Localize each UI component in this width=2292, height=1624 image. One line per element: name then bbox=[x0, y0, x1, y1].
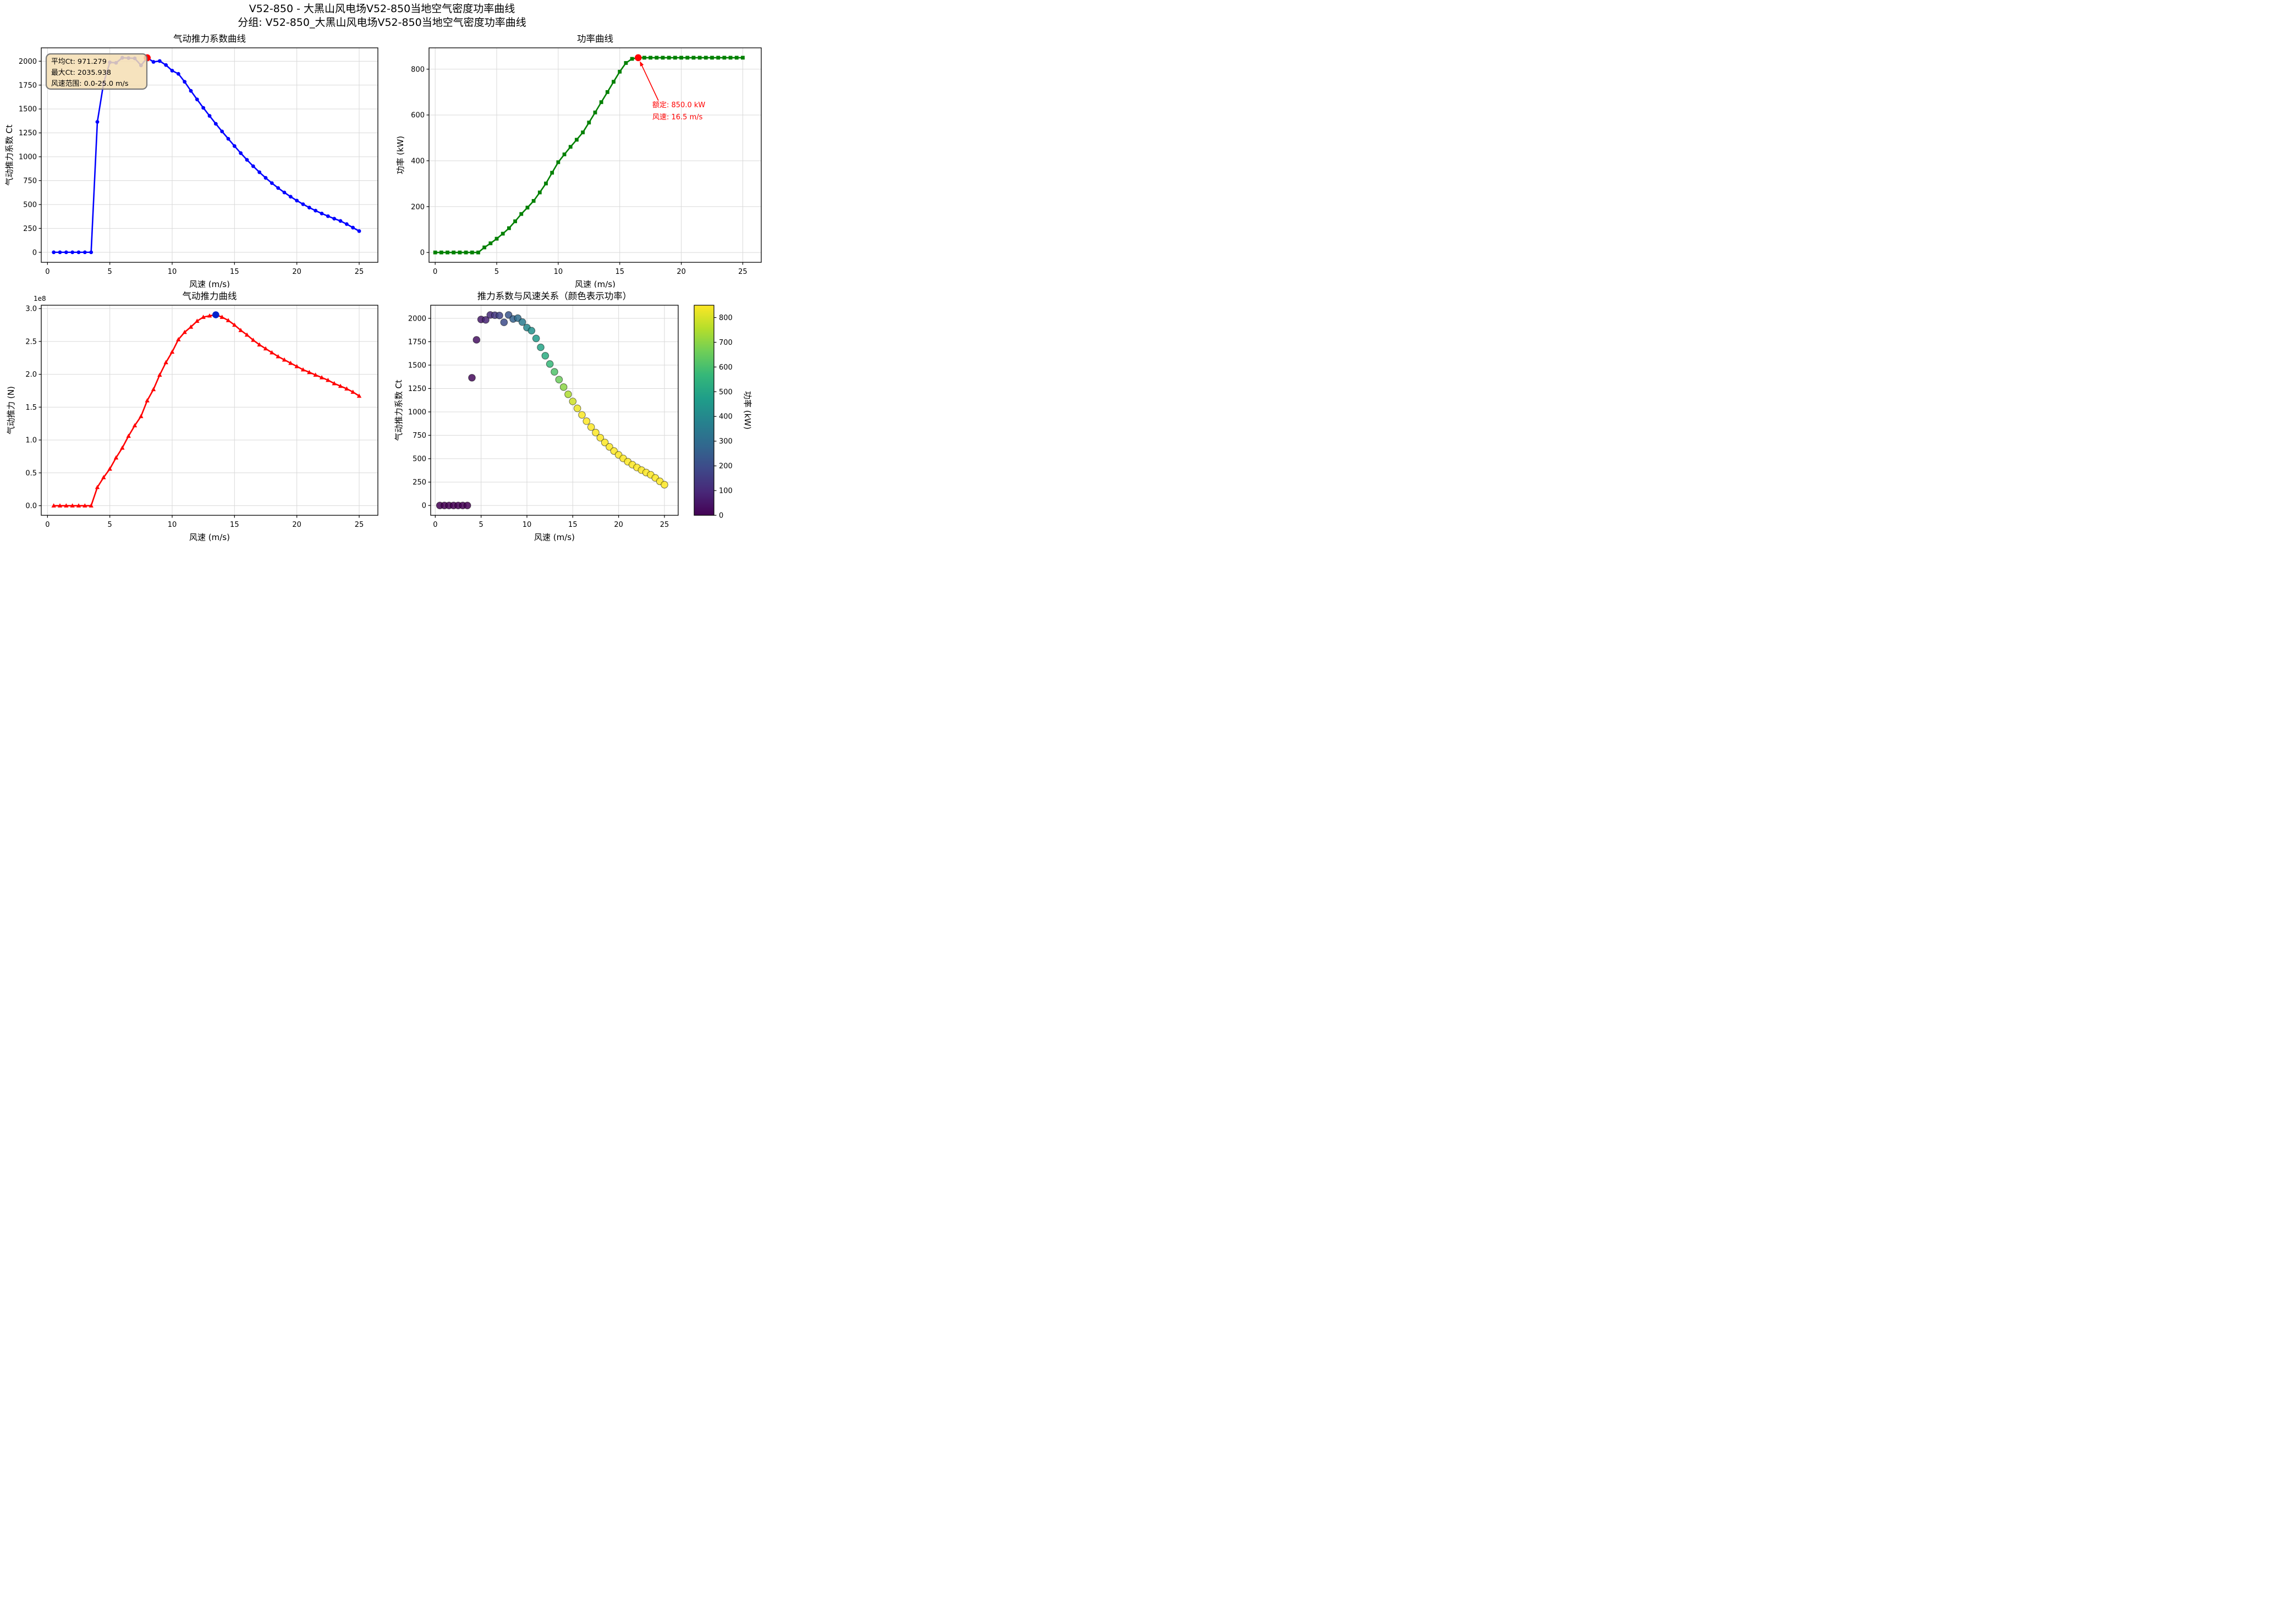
suptitle-line1: V52-850 - 大黑山风电场V52-850当地空气密度功率曲线 bbox=[249, 3, 515, 15]
svg-text:1250: 1250 bbox=[408, 385, 426, 393]
svg-text:0: 0 bbox=[32, 249, 37, 257]
svg-text:600: 600 bbox=[719, 364, 733, 372]
svg-text:10: 10 bbox=[168, 268, 177, 276]
svg-text:0: 0 bbox=[433, 521, 437, 529]
svg-text:250: 250 bbox=[413, 478, 426, 487]
svg-text:700: 700 bbox=[719, 339, 733, 347]
svg-text:15: 15 bbox=[230, 521, 239, 529]
svg-text:1750: 1750 bbox=[408, 338, 426, 346]
svg-text:功率 (kW): 功率 (kW) bbox=[395, 136, 405, 174]
svg-text:100: 100 bbox=[719, 487, 733, 496]
svg-text:风速范围: 0.0-25.0 m/s: 风速范围: 0.0-25.0 m/s bbox=[51, 80, 129, 88]
svg-text:20: 20 bbox=[292, 521, 301, 529]
svg-text:20: 20 bbox=[292, 268, 301, 276]
svg-text:3.0: 3.0 bbox=[25, 305, 37, 313]
svg-text:2.5: 2.5 bbox=[25, 338, 37, 346]
svg-text:0: 0 bbox=[433, 268, 437, 276]
svg-text:最大Ct: 2035.938: 最大Ct: 2035.938 bbox=[51, 69, 111, 77]
svg-text:5: 5 bbox=[108, 521, 112, 529]
svg-text:2.0: 2.0 bbox=[25, 371, 37, 379]
svg-text:750: 750 bbox=[413, 432, 426, 440]
svg-text:0: 0 bbox=[719, 512, 723, 520]
svg-text:800: 800 bbox=[719, 314, 733, 322]
svg-text:600: 600 bbox=[411, 112, 425, 120]
svg-text:风速 (m/s): 风速 (m/s) bbox=[575, 279, 615, 288]
svg-text:气动推力曲线: 气动推力曲线 bbox=[183, 291, 237, 301]
svg-text:500: 500 bbox=[719, 388, 733, 397]
svg-text:风速 (m/s): 风速 (m/s) bbox=[189, 279, 230, 288]
svg-text:1750: 1750 bbox=[19, 81, 37, 90]
svg-text:10: 10 bbox=[168, 521, 177, 529]
svg-text:400: 400 bbox=[411, 157, 425, 166]
svg-text:1000: 1000 bbox=[19, 153, 37, 162]
svg-text:20: 20 bbox=[614, 521, 623, 529]
figure-suptitle: V52-850 - 大黑山风电场V52-850当地空气密度功率曲线 分组: V5… bbox=[0, 2, 764, 30]
svg-text:风速 (m/s): 风速 (m/s) bbox=[189, 532, 230, 541]
thrust-curve-chart: 0 5 10 15 20 25 0.0 0.5 1.0 1.5 2.0 2.5 3.0 气动推力曲线风速 … bbox=[6, 291, 378, 541]
svg-text:气动推力系数曲线: 气动推力系数曲线 bbox=[173, 34, 246, 44]
svg-text:10: 10 bbox=[523, 521, 532, 529]
svg-text:0: 0 bbox=[420, 249, 425, 257]
svg-text:0: 0 bbox=[422, 502, 426, 510]
svg-text:25: 25 bbox=[355, 521, 364, 529]
svg-text:2000: 2000 bbox=[408, 315, 426, 323]
ct-curve-chart: 0 5 10 15 20 25025050075010001250150017502000… bbox=[4, 34, 378, 288]
svg-text:平均Ct: 971.279: 平均Ct: 971.279 bbox=[51, 58, 107, 66]
svg-text:功率 (kW): 功率 (kW) bbox=[743, 391, 752, 430]
svg-text:15: 15 bbox=[568, 521, 578, 529]
svg-text:25: 25 bbox=[355, 268, 364, 276]
svg-text:800: 800 bbox=[411, 65, 425, 74]
svg-text:风速: 16.5 m/s: 风速: 16.5 m/s bbox=[652, 113, 703, 122]
svg-text:15: 15 bbox=[230, 268, 239, 276]
svg-text:风速 (m/s): 风速 (m/s) bbox=[534, 532, 575, 541]
panel-ct-curve: 0 5 10 15 20 25 0 250 500 750 1000 1250 1500 1750 2000… bbox=[0, 30, 385, 288]
svg-text:300: 300 bbox=[719, 438, 733, 446]
svg-text:20: 20 bbox=[677, 268, 686, 276]
svg-text:200: 200 bbox=[719, 463, 733, 471]
ct-power-scatter-chart: 0 5 10 15 20 25025050075010001250150017502000… bbox=[394, 291, 752, 541]
svg-text:2000: 2000 bbox=[19, 58, 37, 66]
svg-text:1.5: 1.5 bbox=[25, 404, 37, 412]
svg-text:0.0: 0.0 bbox=[25, 502, 37, 510]
panel-thrust-curve: 0 5 10 15 20 25 0.0 0.5 1.0 1.5 2.0 2.5 3.0 气动推力曲线 风速 … bbox=[0, 288, 385, 541]
svg-text:推力系数与风速关系（颜色表示功率）: 推力系数与风速关系（颜色表示功率） bbox=[477, 291, 632, 301]
svg-text:功率曲线: 功率曲线 bbox=[577, 34, 613, 44]
svg-text:5: 5 bbox=[494, 268, 499, 276]
svg-text:5: 5 bbox=[108, 268, 112, 276]
svg-text:5: 5 bbox=[479, 521, 483, 529]
suptitle-line2: 分组: V52-850_大黑山风电场V52-850当地空气密度功率曲线 bbox=[238, 16, 526, 29]
svg-text:0: 0 bbox=[45, 268, 50, 276]
panel-ct-power-scatter: 0 5 10 15 20 25 0 250 500 750 1000 1250 1500 1750 2000… bbox=[385, 288, 764, 541]
svg-text:1e8: 1e8 bbox=[34, 295, 46, 302]
svg-text:500: 500 bbox=[413, 455, 426, 464]
svg-text:0: 0 bbox=[45, 521, 50, 529]
svg-text:15: 15 bbox=[615, 268, 624, 276]
svg-text:气动推力系数 Ct: 气动推力系数 Ct bbox=[394, 379, 404, 441]
svg-text:气动推力系数 Ct: 气动推力系数 Ct bbox=[4, 124, 14, 185]
svg-text:1500: 1500 bbox=[408, 361, 426, 370]
svg-text:额定: 850.0 kW: 额定: 850.0 kW bbox=[652, 101, 705, 109]
svg-text:1500: 1500 bbox=[19, 106, 37, 114]
svg-text:500: 500 bbox=[23, 201, 37, 209]
svg-text:750: 750 bbox=[23, 177, 37, 185]
svg-text:25: 25 bbox=[660, 521, 669, 529]
svg-text:10: 10 bbox=[554, 268, 563, 276]
svg-text:250: 250 bbox=[23, 225, 37, 233]
svg-text:0.5: 0.5 bbox=[25, 469, 37, 477]
svg-text:1250: 1250 bbox=[19, 129, 37, 137]
panel-power-curve: 0 5 10 15 20 25 0 200 400 600 800 功率曲线风速 (m/s) 功率 (k… bbox=[385, 30, 764, 288]
svg-text:200: 200 bbox=[411, 203, 425, 211]
svg-text:气动推力 (N): 气动推力 (N) bbox=[6, 386, 16, 434]
svg-text:1.0: 1.0 bbox=[25, 437, 37, 445]
figure-canvas: V52-850 - 大黑山风电场V52-850当地空气密度功率曲线 分组: V5… bbox=[0, 0, 764, 541]
svg-text:1000: 1000 bbox=[408, 408, 426, 416]
svg-text:25: 25 bbox=[738, 268, 747, 276]
svg-text:400: 400 bbox=[719, 413, 733, 421]
